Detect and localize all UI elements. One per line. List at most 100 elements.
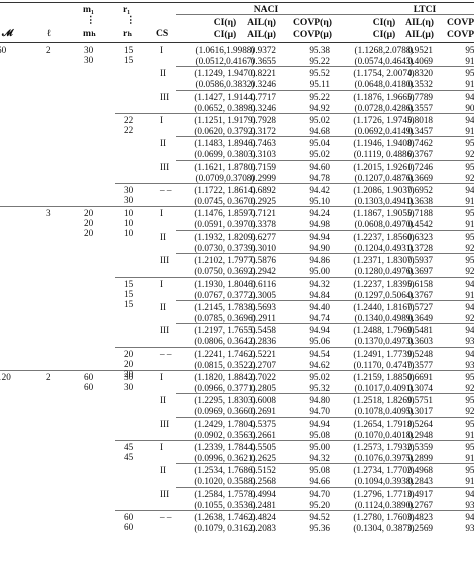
group-r: 60 bbox=[124, 512, 134, 522]
ltci-ail-mu: 0.2767 bbox=[407, 499, 433, 510]
cs-label: I bbox=[160, 371, 164, 382]
ltci-ci-eta: (1.2518, 1.8269) bbox=[353, 395, 415, 406]
naci-ail-mu: 0.2707 bbox=[250, 359, 276, 370]
ltci-ci-eta: (1.1268,2.0788) bbox=[354, 45, 414, 55]
naci-ail-mu: 0.3172 bbox=[250, 126, 276, 137]
cs-label: – – bbox=[160, 512, 172, 522]
ltci-ail-eta: 0.5937 bbox=[407, 255, 433, 266]
naci-ci-mu: (0.0966, 0.3771) bbox=[194, 382, 256, 393]
ltci-ail-eta: 0.7789 bbox=[407, 91, 433, 102]
naci-ail-eta: 0.7717 bbox=[250, 91, 276, 102]
ltci-ci-eta: (1.2780, 1.7603) bbox=[353, 512, 415, 522]
naci-covp-mu: 94.62 bbox=[309, 359, 330, 370]
ltci-ci-mu: (0.1303,0.4941) bbox=[354, 196, 414, 207]
naci-ci-mu: (0.0815, 0.3522) bbox=[194, 359, 256, 370]
naci-ci-eta: (1.2584, 1.7578) bbox=[194, 488, 256, 499]
group-rule bbox=[115, 113, 474, 115]
group-ell: 3 bbox=[46, 208, 51, 219]
ltci-ail-eta: 0.6691 bbox=[407, 371, 433, 382]
naci-ail-eta: 0.6008 bbox=[250, 395, 276, 406]
ltci-covp-mu: 91.98 bbox=[465, 289, 474, 300]
group-r: 30 bbox=[124, 195, 134, 206]
ltci-ci-eta: (1.2734, 1.7702) bbox=[353, 465, 415, 476]
naci-covp-mu: 94.90 bbox=[309, 242, 330, 253]
naci-covp-eta: 94.52 bbox=[309, 512, 330, 522]
naci-ail-mu: 0.3005 bbox=[250, 289, 276, 300]
row-rule bbox=[176, 253, 474, 255]
naci-ail-eta: 0.5458 bbox=[250, 325, 276, 336]
ltci-covp-eta: 94.70 bbox=[465, 325, 474, 336]
ltci-covp-mu: 91.40 bbox=[465, 219, 474, 230]
ltci-ail-mu: 0.3457 bbox=[407, 126, 433, 137]
naci-covp-eta: 95.22 bbox=[309, 91, 330, 102]
header-M: 𝓜 bbox=[2, 28, 13, 39]
ltci-covp-eta: 95.22 bbox=[465, 395, 474, 406]
ltci-ci-eta: (1.2371, 1.8307) bbox=[353, 255, 415, 266]
ltci-ci-mu: (0.1017,0.4091) bbox=[354, 382, 414, 393]
ltci-covp-mu: 92.22 bbox=[465, 382, 474, 393]
group-r: 15 bbox=[124, 298, 134, 309]
naci-ci-eta: (1.1427, 1.9144) bbox=[194, 91, 256, 102]
ltci-covp-eta: 95.28 bbox=[465, 255, 474, 266]
header-ltci-ci-mu: CI(μ) bbox=[372, 29, 396, 40]
naci-covp-mu: 95.00 bbox=[309, 266, 330, 277]
ltci-ci-mu: (0.1204,0.4931) bbox=[354, 242, 414, 253]
header-ltci: LTCI bbox=[413, 4, 437, 15]
ltci-ci-mu: (0.0728,0.4286) bbox=[354, 102, 414, 113]
ltci-ci-mu: (0.0648,0.4180) bbox=[354, 79, 414, 90]
ltci-ail-mu: 0.3767 bbox=[407, 289, 433, 300]
header-covp-mu: COVP(μ) bbox=[292, 29, 332, 40]
ltci-ci-eta: (1.2237, 1.8560) bbox=[353, 231, 415, 242]
ltci-ail-eta: 0.5481 bbox=[407, 325, 433, 336]
ltci-ci-eta: (1.2237, 1.8395) bbox=[353, 278, 415, 289]
naci-ail-eta: 0.5221 bbox=[250, 348, 276, 359]
naci-ci-mu: (0.0996, 0.3621) bbox=[194, 452, 256, 463]
ltci-ail-eta: 0.7246 bbox=[407, 161, 433, 172]
naci-ail-eta: 0.6116 bbox=[251, 278, 276, 289]
ltci-covp-mu: 91.98 bbox=[465, 476, 474, 487]
header-rh: rₕ bbox=[123, 28, 133, 39]
ltci-covp-mu: 91.15 bbox=[465, 79, 474, 90]
naci-ci-eta: (1.2102, 1.7977) bbox=[194, 255, 256, 266]
naci-ail-eta: 0.5876 bbox=[250, 255, 276, 266]
ltci-ail-mu: 0.3532 bbox=[407, 79, 433, 90]
header-ltci-covp-eta: COVP(η) bbox=[446, 17, 474, 28]
ltci-ci-eta: (1.2159, 1.8850) bbox=[353, 371, 415, 382]
naci-ail-eta: 0.4994 bbox=[250, 488, 276, 499]
naci-ail-mu: 0.2568 bbox=[250, 476, 276, 487]
naci-ci-eta: (1.1251, 1.9179) bbox=[194, 115, 256, 126]
naci-covp-eta: 94.32 bbox=[309, 278, 330, 289]
group-r: 30 bbox=[124, 371, 134, 382]
cs-label: I bbox=[160, 115, 164, 126]
naci-covp-eta: 94.70 bbox=[309, 488, 330, 499]
header-rule bbox=[0, 42, 474, 43]
naci-covp-eta: 95.08 bbox=[309, 465, 330, 476]
naci-ci-eta: (1.2638, 1.7462) bbox=[194, 512, 256, 522]
ltci-ci-mu: (0.0574,0.4643) bbox=[354, 56, 414, 66]
naci-ail-eta: 0.5505 bbox=[250, 441, 276, 452]
naci-ci-mu: (0.0709,0.3708) bbox=[195, 172, 255, 183]
ltci-ci-mu: (0.1094,0.3938) bbox=[354, 476, 414, 487]
naci-ail-mu: 0.2691 bbox=[250, 406, 276, 417]
group-rule bbox=[115, 276, 474, 278]
naci-covp-eta: 94.80 bbox=[309, 395, 330, 406]
naci-covp-eta: 94.94 bbox=[309, 231, 330, 242]
ltci-ci-eta: (1.2086, 1.9037) bbox=[353, 185, 415, 196]
group-r: 30 bbox=[124, 185, 134, 196]
ltci-ail-eta: 0.4823 bbox=[407, 512, 433, 522]
ltci-ail-eta: 0.5248 bbox=[407, 348, 433, 359]
naci-ail-mu: 0.2481 bbox=[250, 499, 276, 510]
ltci-ail-mu: 0.3649 bbox=[407, 312, 433, 323]
ltci-ci-mu: (0.0608,0.4970) bbox=[354, 219, 414, 230]
header-vdots-r: ⋮ bbox=[126, 15, 136, 26]
group-rule bbox=[115, 510, 474, 511]
header-ci-eta: CI(η) bbox=[213, 17, 237, 28]
ltci-covp-eta: 95.52 bbox=[465, 208, 474, 219]
naci-ail-mu: 0.2999 bbox=[250, 172, 276, 183]
ltci-covp-mu: 91.55 bbox=[465, 56, 474, 66]
naci-ci-eta: (1.1932, 1.8209) bbox=[194, 231, 256, 242]
header-ltci-ci-eta: CI(η) bbox=[372, 17, 396, 28]
cs-label: III bbox=[160, 161, 170, 172]
naci-ci-mu: (0.0591, 0.3970) bbox=[194, 219, 256, 230]
naci-ail-eta: 0.7121 bbox=[250, 208, 276, 219]
